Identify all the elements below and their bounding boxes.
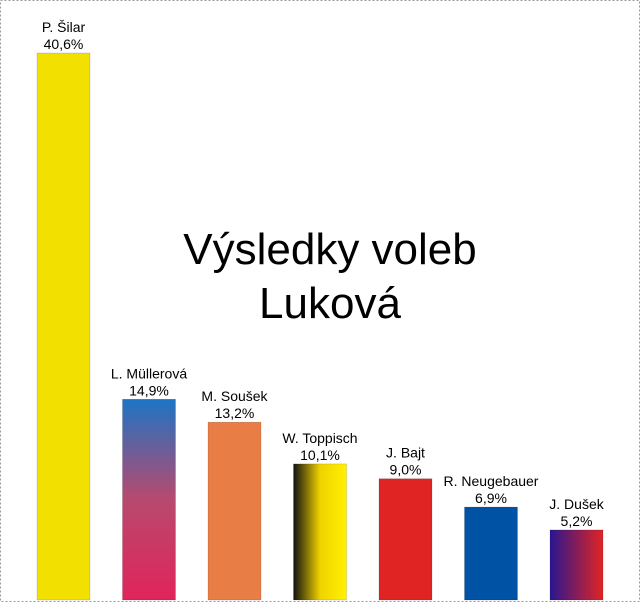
bars-layer	[36, 52, 604, 601]
bar-label-j-dusek: J. Dušek	[549, 496, 604, 512]
bar-value-j-dusek: 5,2%	[561, 513, 593, 529]
bar-value-j-bajt: 9,0%	[390, 462, 422, 478]
bar-label-m-sousek: M. Soušek	[201, 388, 268, 404]
bar-p-silar	[36, 52, 91, 601]
bar-label-j-bajt: J. Bajt	[386, 445, 425, 461]
chart-title-line-2: Luková	[259, 279, 401, 328]
bar-j-dusek	[549, 529, 604, 601]
bar-label-r-neugebauer: R. Neugebauer	[444, 473, 539, 489]
bar-label-p-silar: P. Šilar	[42, 19, 86, 35]
bar-label-w-toppisch: W. Toppisch	[282, 430, 357, 446]
bar-value-l-mullerova: 14,9%	[129, 382, 169, 398]
bar-value-r-neugebauer: 6,9%	[475, 490, 507, 506]
bar-value-p-silar: 40,6%	[44, 36, 84, 52]
bar-j-bajt	[378, 478, 433, 601]
bar-l-mullerova	[122, 399, 176, 601]
chart-title-line-1: Výsledky voleb	[183, 225, 476, 274]
bar-value-m-sousek: 13,2%	[215, 405, 255, 421]
bar-label-l-mullerova: L. Müllerová	[111, 365, 187, 381]
bar-r-neugebauer	[464, 506, 518, 601]
bar-w-toppisch	[293, 463, 347, 601]
bar-value-w-toppisch: 10,1%	[300, 447, 340, 463]
bar-m-sousek	[207, 421, 262, 601]
